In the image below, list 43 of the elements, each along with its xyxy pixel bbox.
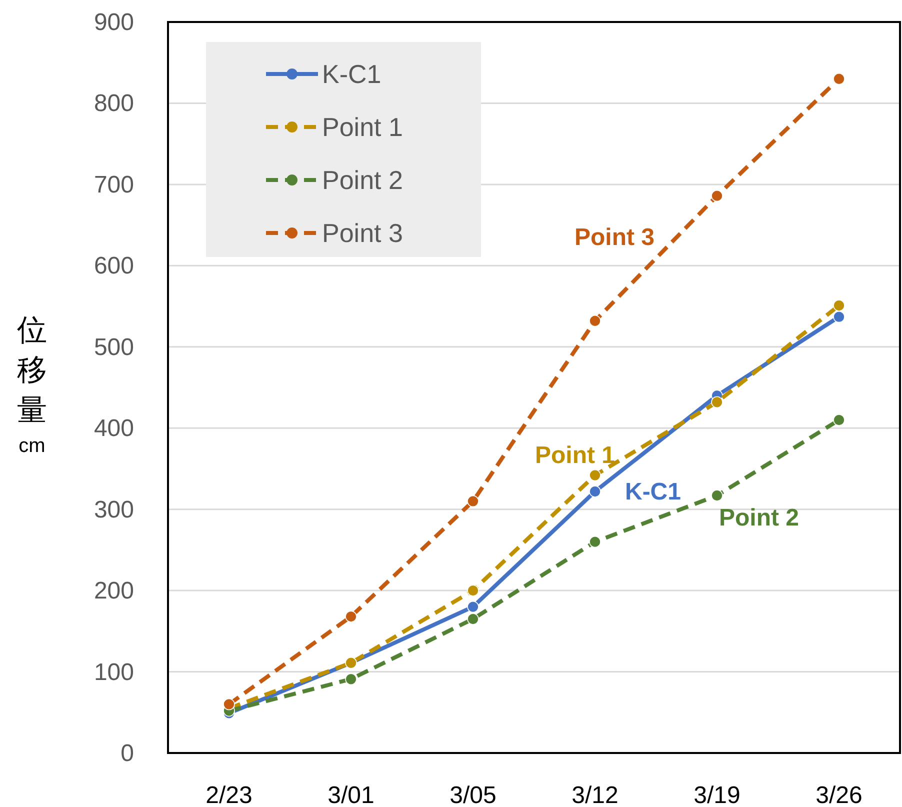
point: [589, 486, 601, 498]
point: [223, 698, 235, 710]
point: [589, 536, 601, 548]
y-tick-label: 700: [94, 171, 134, 198]
point: [467, 613, 479, 625]
ylabel: 位移量 cm: [17, 314, 47, 457]
x-tick-label: 3/19: [694, 782, 740, 807]
x-tick-label: 2/23: [206, 782, 252, 807]
y-tick-label: 900: [94, 9, 134, 36]
point: [589, 315, 601, 327]
point: [833, 414, 845, 426]
point: [833, 300, 845, 312]
legend-label: K-C1: [322, 59, 382, 89]
point: [467, 584, 479, 596]
y-tick-label: 300: [94, 496, 134, 524]
y-tick-label: 400: [94, 415, 134, 442]
annotation: Point 3: [574, 224, 655, 251]
point: [711, 190, 723, 202]
point: [711, 490, 723, 502]
x-tick-label: 3/12: [572, 782, 618, 807]
annotation: Point 1: [534, 442, 616, 470]
y-tick-label: 0: [120, 740, 134, 767]
point: [833, 72, 845, 85]
annotation: Point 2: [718, 504, 800, 532]
point: [467, 600, 479, 613]
y-tick-label: 500: [94, 334, 134, 361]
x-tick-label: 3/05: [450, 782, 496, 807]
legend-label: Point 2: [322, 165, 403, 195]
point: [589, 469, 601, 482]
y-tick-label: 200: [94, 578, 134, 605]
x-tick-label: 3/01: [328, 782, 374, 807]
legend-label: Point 1: [322, 112, 403, 142]
y-tick-label: 800: [94, 90, 134, 118]
point: [833, 310, 845, 323]
y-tick-label: 100: [94, 658, 134, 686]
y-tick-label: 600: [94, 252, 134, 280]
point: [711, 396, 723, 408]
legend-label: Point 3: [322, 218, 403, 248]
annotation: K-C1: [624, 478, 682, 506]
point: [467, 495, 479, 508]
point: [345, 673, 357, 685]
x-tick-label: 3/26: [816, 782, 862, 807]
point: [345, 610, 357, 622]
